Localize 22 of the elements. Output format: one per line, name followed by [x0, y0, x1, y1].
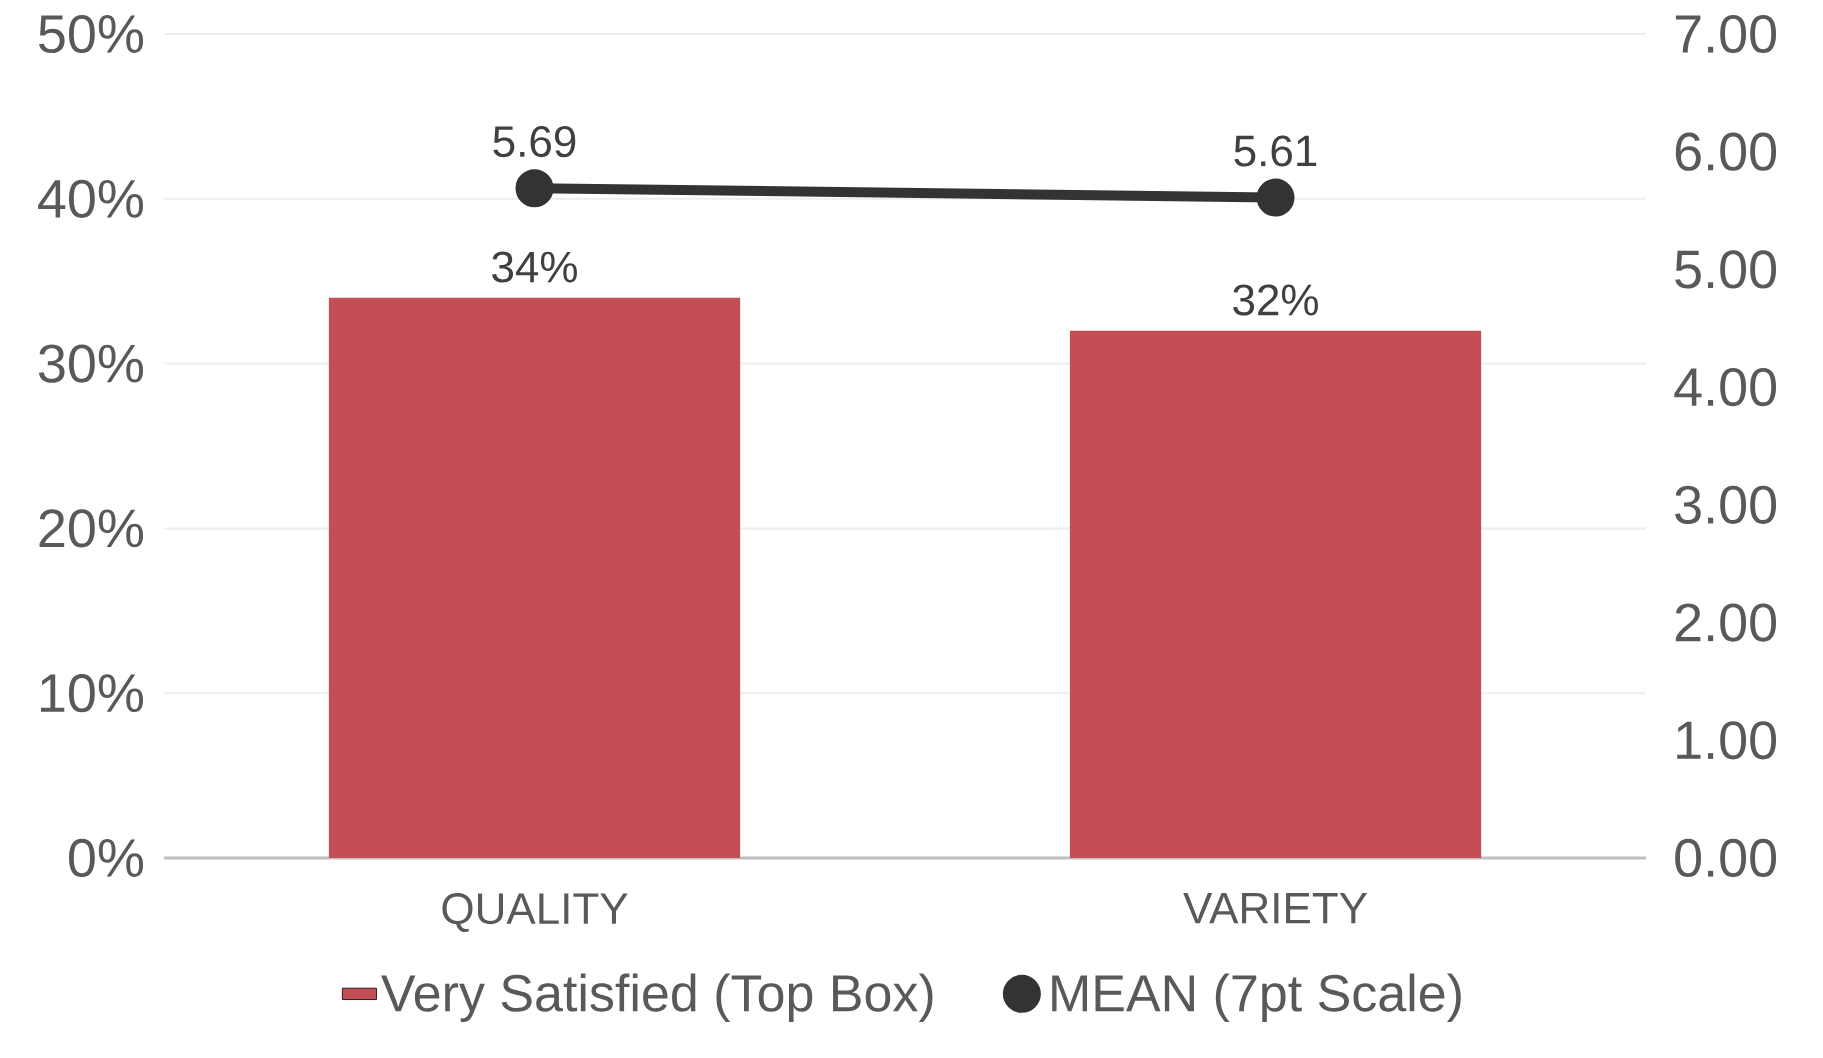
y2-tick-label: 2.00	[1675, 603, 1777, 642]
y2-tick-label: 1.00	[1677, 721, 1777, 760]
y-tick-label: 10%	[40, 674, 144, 713]
data-label: 34%	[492, 251, 577, 283]
y2-tick-label: 4.00	[1674, 368, 1777, 407]
y2-tick-label: 3.00	[1675, 485, 1777, 524]
x-tick-label: VARIETY	[1183, 893, 1368, 924]
y-tick-label: 40%	[38, 179, 144, 218]
data-label: 5.69	[493, 125, 576, 158]
x-tick-label: QUALITY	[442, 893, 628, 933]
y-tick-label: 20%	[39, 509, 144, 548]
data-label: 32%	[1233, 284, 1318, 316]
data-label: 5.61	[1234, 135, 1317, 167]
y2-tick-label: 7.00	[1675, 14, 1777, 54]
legend-label: Very Satisfied (Top Box)	[381, 973, 933, 1022]
y-tick-label: 50%	[39, 14, 144, 54]
y2-tick-label: 6.00	[1675, 132, 1777, 171]
y-tick-label: 0%	[69, 838, 144, 878]
y2-tick-label: 0.00	[1675, 838, 1777, 878]
y-tick-label: 30%	[38, 344, 144, 383]
legend-label: MEAN (7pt Scale)	[1052, 973, 1461, 1022]
y2-tick-label: 5.00	[1675, 250, 1777, 289]
